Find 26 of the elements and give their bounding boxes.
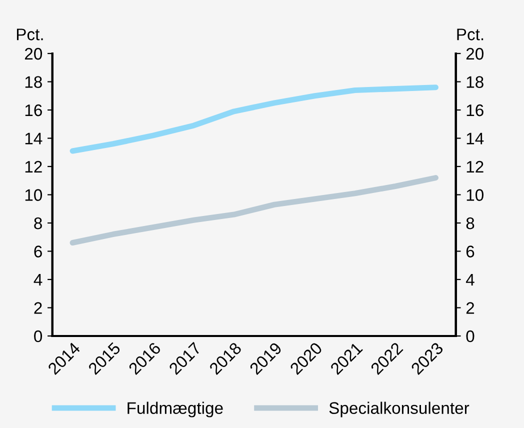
y-axis-title: Pct. <box>16 28 43 40</box>
y-tick-label: 8 <box>34 217 42 230</box>
y2-axis-title: Pct. <box>457 28 484 40</box>
y-tick-label: 18 <box>25 76 42 88</box>
y-tick-label: 4 <box>34 274 42 286</box>
y2-tick-label: 8 <box>466 217 474 230</box>
y2-tick-label: 0 <box>466 330 474 342</box>
y-tick-label: 0 <box>34 330 42 342</box>
y-tick-label: 20 <box>24 48 42 60</box>
y-tick-label: 10 <box>25 189 42 201</box>
y2-tick-label: 20 <box>466 48 484 60</box>
y2-tick-label: 18 <box>466 76 484 88</box>
y-tick-label: 6 <box>34 246 42 258</box>
y-tick-label: 12 <box>25 160 42 173</box>
y2-tick-label: 12 <box>466 160 484 173</box>
y2-tick-label: 16 <box>466 104 484 116</box>
y-tick-label: 16 <box>25 104 42 116</box>
y-tick-label: 14 <box>25 132 42 144</box>
y2-tick-label: 6 <box>466 246 474 258</box>
y2-tick-label: 10 <box>466 189 484 201</box>
legend-label: Specialkonsulenter <box>329 402 470 418</box>
legend-label: Fuldmægtige <box>128 402 223 418</box>
y-tick-label: 2 <box>34 302 42 314</box>
y2-tick-label: 14 <box>466 132 484 144</box>
y2-tick-label: 4 <box>466 274 474 286</box>
y2-tick-label: 2 <box>466 302 474 314</box>
